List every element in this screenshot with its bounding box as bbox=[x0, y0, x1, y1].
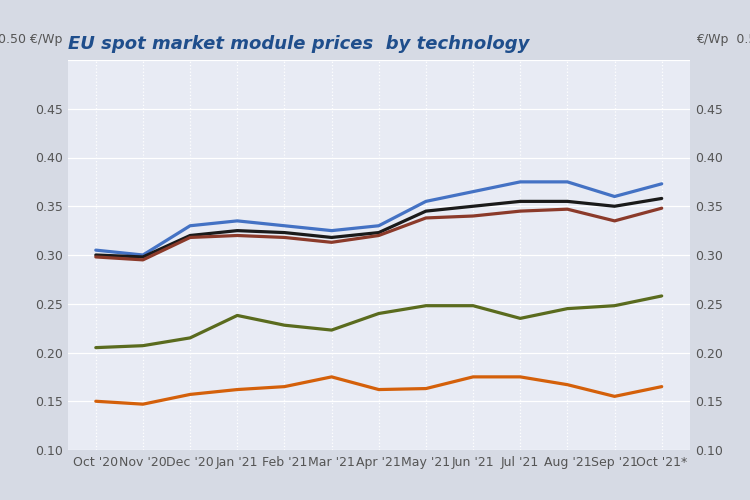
Text: EU spot market module prices  by technology: EU spot market module prices by technolo… bbox=[68, 35, 529, 53]
Text: 0.50 €/Wp: 0.50 €/Wp bbox=[0, 34, 62, 46]
Text: €/Wp  0.50: €/Wp 0.50 bbox=[695, 34, 750, 46]
